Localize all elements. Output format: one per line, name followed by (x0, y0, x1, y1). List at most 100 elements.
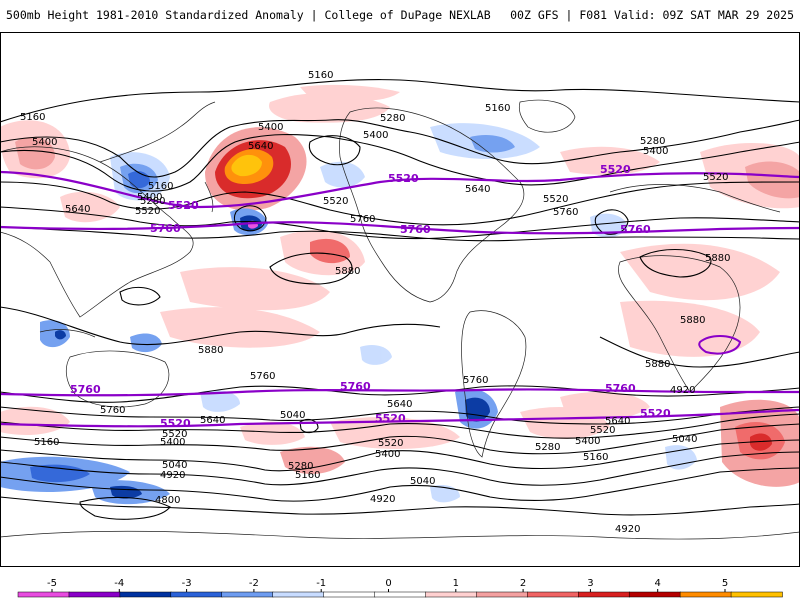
contour-label: 4920 (160, 470, 185, 481)
contour-label: 4920 (370, 494, 395, 505)
contour-label: 5880 (335, 266, 360, 277)
contour-label: 5160 (34, 437, 59, 448)
colorbar-tick-label: 3 (587, 578, 593, 589)
purple-label: 5520 (600, 163, 631, 176)
anomaly-negative-south-indian-core (30, 464, 90, 483)
map-title: 500mb Height 1981-2010 Standardized Anom… (6, 8, 491, 22)
coast-australia (65, 350, 170, 408)
purple-label: 5520 (640, 407, 671, 420)
contour-label: 5880 (198, 345, 223, 356)
coast-indonesia (39, 329, 96, 338)
contour-5880-north (269, 252, 353, 285)
contour-label: 5400 (258, 122, 283, 133)
contour-label-group: 5160 5160 5160 5400 5400 5400 5640 5280 … (20, 70, 730, 535)
coast-asia-east (99, 101, 216, 163)
contour-label: 5040 (410, 476, 435, 487)
contour-label: 5040 (280, 410, 305, 421)
anomaly-positive-atlantic (560, 146, 660, 175)
contour-low-north (308, 135, 361, 166)
contour-label: 5520 (135, 206, 160, 217)
contour-low-south-pac (119, 286, 161, 306)
contour-5760-north (0, 226, 800, 242)
anomaly-negative-canada (320, 161, 365, 188)
colorbar-swatch (323, 591, 376, 598)
colorbar-tick-label: -2 (249, 578, 259, 589)
purple-5760-south (0, 388, 800, 397)
anomaly-positive-indian-max (750, 433, 772, 451)
purple-5520-north (0, 170, 800, 209)
contour-5400-south (0, 423, 800, 455)
contour-label: 5160 (583, 452, 608, 463)
contour-low-pac (233, 205, 267, 232)
anomaly-positive-midpac-core (310, 238, 350, 264)
colorbar-swatch (374, 591, 427, 598)
anomaly-positive-pacific-core3 (231, 154, 262, 177)
colorbar-tick-label: 4 (655, 578, 661, 589)
colorbar-swatch (578, 591, 630, 598)
colorbar-swatch (119, 591, 172, 598)
contour-label: 5760 (553, 207, 578, 218)
colorbar-swatch (17, 591, 70, 598)
anomaly-positive-southern-1 (330, 417, 460, 449)
colorbar-tick-label: 2 (520, 578, 526, 589)
contour-5520-south (0, 413, 800, 439)
contour-label: 5280 (380, 113, 405, 124)
contour-5880-southatl (599, 336, 800, 368)
contour-label: 5160 (20, 112, 45, 123)
coast-eurasia (0, 146, 194, 318)
purple-label: 5760 (620, 223, 651, 236)
purple-label: 5760 (150, 222, 181, 235)
contour-label: 5640 (387, 399, 412, 410)
purple-5520-south (0, 408, 800, 428)
colorbar-swatch (221, 591, 274, 598)
anomaly-positive-europe-core (745, 161, 800, 199)
contour-label: 5880 (645, 359, 670, 370)
colorbar-swatch (679, 591, 732, 598)
purple-5760-north (0, 221, 800, 235)
colorbar: -5 -4 -3 -2 -1 0 1 2 3 4 5 (17, 578, 783, 598)
colorbar-swatch (272, 591, 325, 598)
anomaly-positive-southern-3 (280, 446, 345, 474)
anomaly-shading (0, 84, 800, 505)
purple-label: 5520 (388, 172, 419, 185)
contour-low-south-indian (299, 419, 319, 434)
anomaly-positive-subtrop (180, 267, 330, 311)
colorbar-swatch (628, 591, 681, 598)
contour-label: 5280 (288, 461, 313, 472)
contour-4920-south (0, 496, 800, 516)
contour-5040-south (0, 467, 800, 502)
contour-label: 5520 (703, 172, 728, 183)
colorbar-ticks: -5 -4 -3 -2 -1 0 1 2 3 4 5 (47, 578, 728, 592)
contour-label: 5400 (137, 192, 162, 203)
purple-label: 5760 (340, 380, 371, 393)
contour-label: 5640 (248, 141, 273, 152)
anomaly-negative-na-core (470, 135, 515, 153)
colorbar-tick-label: -1 (316, 578, 326, 589)
contour-label: 5400 (643, 146, 668, 157)
contour-5280-north (0, 119, 800, 178)
contour-label: 4800 (155, 495, 180, 506)
colorbar-tick-label: 1 (453, 578, 459, 589)
anomaly-positive-africa (620, 243, 780, 301)
anomaly-negative-pac-south-2 (360, 345, 392, 365)
contour-label: 5040 (672, 434, 697, 445)
contour-label: 5280 (640, 136, 665, 147)
colorbar-swatch (476, 591, 529, 598)
contour-label: 5400 (575, 436, 600, 447)
colorbar-swatch (527, 591, 580, 598)
model-run-info: 00Z GFS | F081 Valid: 09Z SAT MAR 29 202… (510, 8, 794, 22)
contour-5640-south (0, 406, 800, 425)
contour-label: 5880 (680, 315, 705, 326)
colorbar-tick-label: -5 (47, 578, 57, 589)
purple-label: 5520 (160, 417, 191, 430)
purple-label: 5760 (605, 382, 636, 395)
purple-label-group: 5520 5760 5520 5760 5520 5760 5760 5520 … (70, 163, 671, 430)
contour-5520-north (0, 181, 800, 226)
colorbar-swatches (17, 591, 783, 598)
contour-label: 5280 (140, 196, 165, 207)
anomaly-positive-australia (0, 406, 70, 435)
purple-label: 5760 (400, 223, 431, 236)
colorbar-swatch (730, 591, 783, 598)
anomaly-negative-pac-south (200, 390, 240, 412)
contour-label: 5520 (590, 425, 615, 436)
